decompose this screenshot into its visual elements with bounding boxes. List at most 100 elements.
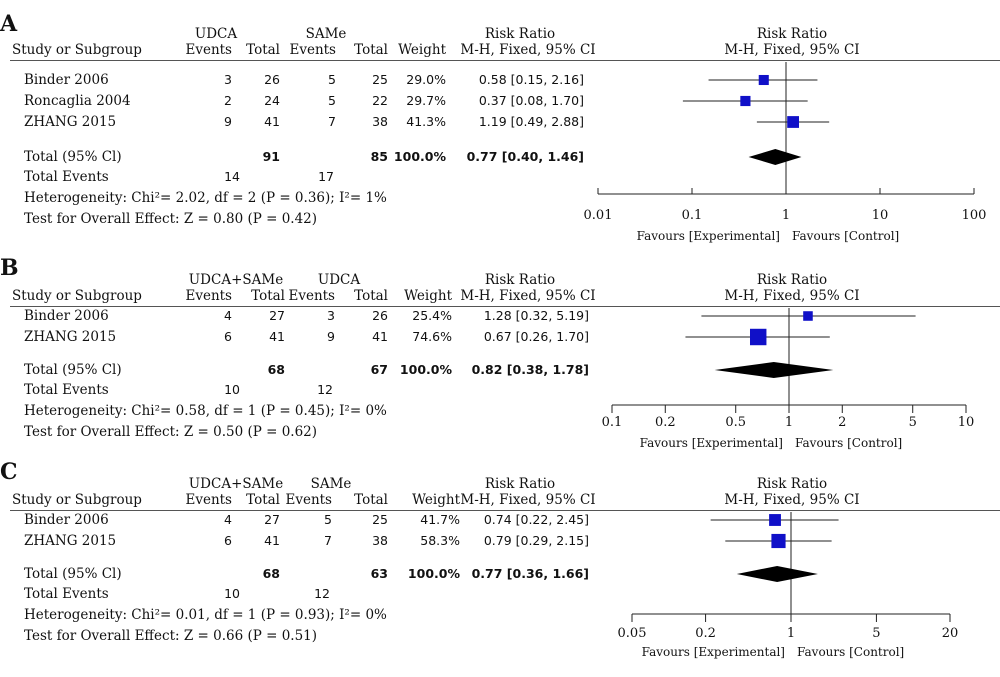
forest-panel-c: C UDCA+SAMe SAMe Risk Ratio M-H, Fixed, 95% … [0, 459, 1000, 666]
total-header-2: Total [354, 42, 388, 58]
study-weight: 41.7% [420, 512, 460, 527]
events-header-2: Events [289, 42, 336, 58]
study-ci-text: 0.74 [0.22, 2.45] [483, 512, 589, 527]
events-2: 5 [328, 72, 336, 87]
rr-header-method: M-H, Fixed, 95% CI [460, 288, 596, 304]
group1-label: UDCA+SAMe [188, 476, 284, 492]
forest-panel-b: B UDCA+SAMe UDCA Risk Ratio M-H, Fixed, 95% … [0, 257, 1000, 452]
total-2: 22 [372, 93, 388, 108]
header-rule [10, 60, 1000, 61]
x-tick-label: 5 [909, 415, 917, 430]
rr-plot-title: Risk Ratio [756, 476, 828, 492]
group2-label: SAMe [310, 476, 352, 492]
x-tick-label: 10 [958, 415, 975, 430]
study-name: ZHANG 2015 [24, 329, 117, 345]
study-weight: 58.3% [420, 533, 460, 548]
overall-effect-text: Test for Overall Effect: Z = 0.66 (P = 0… [24, 628, 318, 644]
study-name: ZHANG 2015 [24, 114, 117, 130]
study-name: Roncaglia 2004 [24, 93, 131, 109]
study-point-marker [749, 328, 767, 346]
events-header-1: Events [185, 288, 232, 304]
total-events-2: 12 [314, 586, 330, 601]
group1-label: UDCA [194, 26, 238, 42]
study-point-marker [771, 533, 786, 549]
x-tick-label: 1 [787, 626, 795, 641]
events-2: 3 [327, 308, 335, 323]
favours-right-label: Favours [Control] [792, 229, 899, 243]
study-ci-text: 0.79 [0.29, 2.15] [483, 533, 589, 548]
study-name: Binder 2006 [24, 308, 109, 324]
total-events-1: 14 [224, 169, 240, 184]
study-point-marker [787, 116, 799, 128]
events-2: 5 [324, 512, 332, 527]
x-tick-label: 10 [872, 208, 889, 223]
study-column-header: Study or Subgroup [12, 288, 142, 304]
total-weight: 100.0% [393, 149, 446, 164]
x-tick-label: 0.2 [655, 415, 676, 430]
total-2: 25 [372, 72, 388, 87]
rr-plot-title: Risk Ratio [756, 272, 828, 288]
total-ci-text: 0.82 [0.38, 1.78] [471, 362, 589, 377]
study-name: Binder 2006 [24, 512, 109, 528]
total-ci-text: 0.77 [0.36, 1.66] [471, 566, 589, 581]
total-n1: 68 [262, 566, 280, 581]
events-1: 4 [224, 512, 232, 527]
group2-label: UDCA [317, 272, 361, 288]
events-header-2: Events [285, 492, 332, 508]
forest-plot-area: 0.05 0.2 1 5 20 Favours [Experimental] Favours… [618, 512, 959, 659]
x-tick-label: 2 [838, 415, 846, 430]
x-tick-label: 100 [962, 208, 987, 223]
total-1: 27 [269, 308, 285, 323]
study-ci-text: 0.67 [0.26, 1.70] [483, 329, 589, 344]
rr-header-title: Risk Ratio [484, 476, 556, 492]
heterogeneity-text: Heterogeneity: Chi²= 0.58, df = 1 (P = 0… [24, 403, 387, 419]
pooled-effect-diamond [714, 362, 834, 378]
total-ci-text: 0.77 [0.40, 1.46] [466, 149, 584, 164]
total-1: 41 [269, 329, 285, 344]
total-weight: 100.0% [399, 362, 452, 377]
study-ci-text: 1.28 [0.32, 5.19] [483, 308, 589, 323]
study-weight: 41.3% [406, 114, 446, 129]
total-2: 26 [372, 308, 388, 323]
total-label: Total (95% Cl) [24, 566, 122, 582]
study-name: ZHANG 2015 [24, 533, 117, 549]
weight-header: Weight [398, 42, 446, 58]
study-point-marker [758, 74, 769, 86]
events-2: 7 [324, 533, 332, 548]
x-tick-label: 1 [782, 208, 790, 223]
study-column-header: Study or Subgroup [12, 42, 142, 58]
total-events-label: Total Events [24, 382, 109, 398]
x-tick-label: 0.05 [618, 626, 647, 641]
study-weight: 25.4% [412, 308, 452, 323]
study-weight: 29.0% [406, 72, 446, 87]
events-header-1: Events [185, 42, 232, 58]
events-header-2: Events [288, 288, 335, 304]
x-tick-label: 0.1 [682, 208, 703, 223]
total-1: 26 [264, 72, 280, 87]
events-1: 6 [224, 329, 232, 344]
events-1: 3 [224, 72, 232, 87]
study-ci-text: 0.58 [0.15, 2.16] [478, 72, 584, 87]
rr-plot-method: M-H, Fixed, 95% CI [724, 288, 860, 304]
total-2: 25 [372, 512, 388, 527]
total-events-2: 17 [318, 169, 334, 184]
events-2: 7 [328, 114, 336, 129]
study-name: Binder 2006 [24, 72, 109, 88]
rr-plot-method: M-H, Fixed, 95% CI [724, 42, 860, 58]
weight-header: Weight [404, 288, 452, 304]
header-rule [10, 306, 1000, 307]
total-events-label: Total Events [24, 586, 109, 602]
x-tick-label: 20 [942, 626, 959, 641]
total-n2: 67 [370, 362, 388, 377]
events-1: 6 [224, 533, 232, 548]
rr-header-title: Risk Ratio [484, 272, 556, 288]
total-header-2: Total [354, 492, 388, 508]
panel-letter: C [0, 459, 18, 485]
favours-left-label: Favours [Experimental] [642, 645, 785, 659]
total-header-1: Total [251, 288, 285, 304]
study-column-header: Study or Subgroup [12, 492, 142, 508]
favours-right-label: Favours [Control] [797, 645, 904, 659]
total-events-1: 10 [224, 586, 240, 601]
header-rule [10, 510, 1000, 511]
pooled-effect-diamond [736, 566, 818, 582]
